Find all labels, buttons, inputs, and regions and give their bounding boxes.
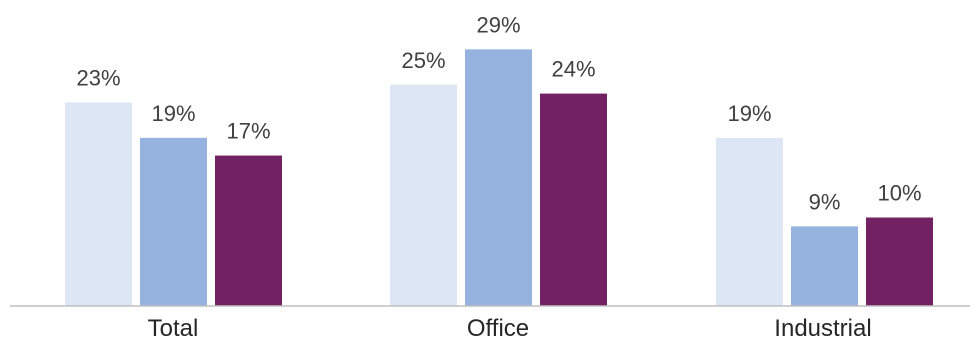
bar-office-series-3 (540, 93, 607, 306)
bar-total-series-2 (140, 137, 207, 306)
category-labels-layer: Total Office Industrial (148, 315, 872, 342)
data-label-office-series-2: 29% (476, 12, 520, 37)
bar-office-series-2 (465, 49, 532, 306)
data-label-total-series-1: 23% (76, 65, 120, 90)
bar-total-series-1 (65, 102, 132, 306)
data-label-industrial-series-1: 19% (727, 101, 771, 126)
bars-layer (65, 49, 933, 306)
data-label-office-series-1: 25% (401, 48, 445, 73)
category-label-total: Total (148, 315, 199, 342)
bar-industrial-series-1 (716, 137, 783, 306)
data-label-industrial-series-3: 10% (877, 181, 921, 206)
data-label-total-series-2: 19% (151, 101, 195, 126)
bar-office-series-1 (390, 84, 457, 306)
data-label-office-series-3: 24% (551, 57, 595, 82)
data-label-industrial-series-2: 9% (809, 189, 841, 214)
data-label-total-series-3: 17% (226, 119, 270, 144)
category-label-industrial: Industrial (774, 315, 871, 342)
bar-industrial-series-3 (866, 217, 933, 306)
bar-total-series-3 (215, 155, 282, 306)
category-label-office: Office (467, 315, 529, 342)
bar-industrial-series-2 (791, 226, 858, 306)
value-labels-layer: 23% 25% 19% 19% 29% 9% 17% 24% 10% (76, 12, 921, 214)
